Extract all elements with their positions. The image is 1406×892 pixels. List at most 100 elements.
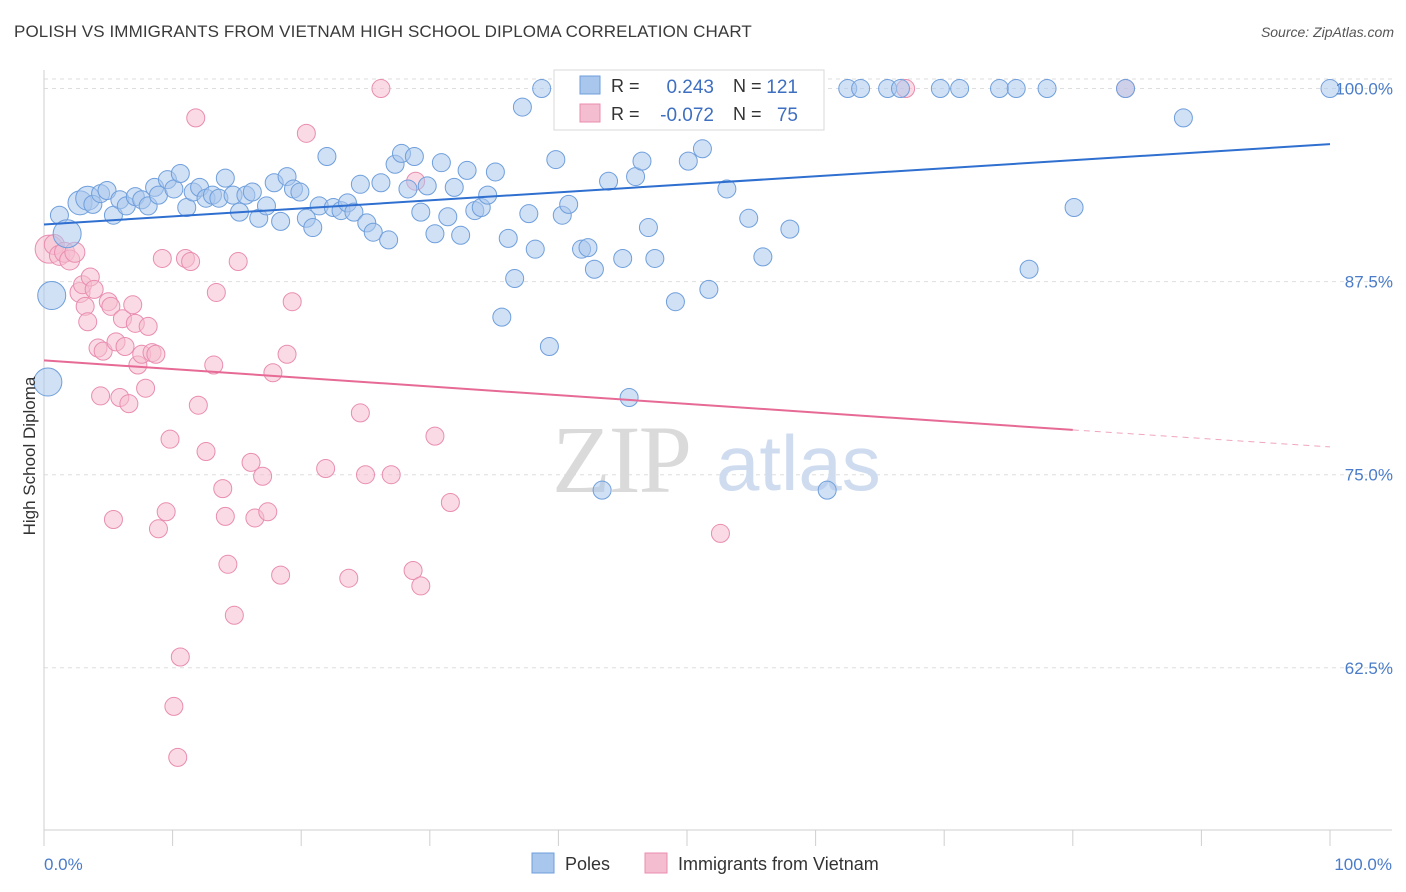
point-poles [613, 248, 633, 268]
legend-swatch-poles [579, 75, 601, 95]
point-poles [1320, 79, 1340, 99]
series-poles [33, 79, 1340, 500]
chart-title: POLISH VS IMMIGRANTS FROM VIETNAM HIGH S… [14, 22, 752, 41]
trend-line-vietnam-extension [1072, 429, 1331, 448]
watermark-zip: ZIP [552, 406, 690, 513]
point-poles [457, 160, 477, 180]
point-poles [780, 219, 800, 239]
point-poles [478, 185, 498, 205]
point-vietnam [186, 108, 206, 128]
point-vietnam [271, 565, 291, 585]
point-poles [525, 239, 545, 259]
point-poles [1019, 259, 1039, 279]
point-poles [559, 194, 579, 214]
point-vietnam [425, 426, 445, 446]
point-poles [215, 168, 235, 188]
x-tick-label-min: 0.0% [44, 855, 83, 874]
point-poles [532, 79, 552, 99]
point-poles [411, 202, 431, 222]
point-poles [404, 147, 424, 167]
point-poles [665, 292, 685, 312]
bottom-legend-label-vietnam: Immigrants from Vietnam [678, 854, 879, 874]
legend-r-value-vietnam: -0.072 [660, 105, 714, 126]
point-poles [344, 202, 364, 222]
point-poles [632, 151, 652, 171]
point-poles [930, 79, 950, 99]
point-vietnam [75, 296, 95, 316]
point-vietnam [164, 696, 184, 716]
point-vietnam [356, 465, 375, 485]
legend-n-label-poles: N = [733, 76, 762, 96]
point-vietnam [170, 647, 190, 667]
point-poles [438, 207, 458, 227]
point-poles [1173, 108, 1193, 128]
point-poles [492, 307, 512, 327]
point-vietnam [168, 747, 188, 767]
point-vietnam [263, 363, 283, 383]
y-tick-label: 100.0% [1335, 80, 1393, 99]
point-vietnam [93, 341, 113, 361]
point-vietnam [188, 395, 208, 415]
point-poles [451, 225, 471, 245]
point-poles [638, 218, 658, 238]
legend-r-label-vietnam: R = [611, 104, 640, 124]
bottom-legend-swatch-poles [531, 852, 555, 874]
point-poles [519, 204, 539, 224]
point-vietnam [218, 554, 238, 574]
point-poles [989, 79, 1009, 99]
point-vietnam [204, 355, 224, 375]
trend-line-poles [43, 143, 1331, 226]
point-vietnam [350, 403, 370, 423]
point-poles [290, 182, 310, 202]
point-poles [363, 222, 383, 242]
point-poles [1006, 79, 1026, 99]
point-poles [379, 230, 399, 250]
point-poles [505, 269, 525, 289]
legend-n-label-vietnam: N = [733, 104, 762, 124]
trend-line-vietnam [43, 359, 1073, 431]
point-poles [52, 219, 82, 249]
point-poles [1064, 197, 1084, 217]
legend-n-value-poles: 121 [766, 77, 798, 98]
point-poles [678, 151, 698, 171]
y-tick-labels: 100.0% 87.5% 75.0% 62.5% [1335, 80, 1393, 678]
watermark: ZIP atlas [552, 406, 881, 513]
point-vietnam [710, 523, 730, 543]
series-immigrants-from-vietnam [34, 79, 1136, 767]
legend-box: R = 0.243 N = 121 R = -0.072 N = 75 [553, 69, 825, 131]
point-poles [739, 208, 759, 228]
point-poles [592, 480, 612, 500]
point-vietnam [241, 452, 261, 472]
point-vietnam [440, 493, 460, 513]
bottom-legend-label-poles: Poles [565, 854, 610, 874]
point-vietnam [138, 316, 158, 336]
bottom-legend: Poles Immigrants from Vietnam [531, 852, 879, 874]
chart-source: Source: ZipAtlas.com [1260, 24, 1394, 40]
point-vietnam [282, 292, 302, 312]
point-poles [425, 224, 445, 244]
point-vietnam [316, 459, 336, 479]
point-vietnam [181, 252, 201, 272]
point-poles [271, 211, 291, 231]
point-poles [645, 248, 665, 268]
point-poles [485, 162, 505, 182]
point-poles [170, 163, 190, 183]
point-poles [398, 179, 418, 199]
point-poles [817, 480, 837, 500]
point-vietnam [371, 79, 391, 99]
point-vietnam [123, 295, 143, 315]
legend-n-value-vietnam: 75 [777, 105, 798, 126]
point-poles [890, 79, 910, 99]
point-poles [753, 247, 773, 267]
point-poles [1116, 79, 1136, 99]
bottom-legend-swatch-vietnam [644, 852, 668, 874]
point-vietnam [258, 502, 278, 522]
point-poles [578, 238, 598, 258]
y-tick-label: 75.0% [1345, 466, 1393, 485]
point-vietnam [78, 312, 98, 332]
point-vietnam [103, 510, 123, 530]
point-vietnam [224, 605, 244, 625]
y-tick-label: 62.5% [1345, 659, 1393, 678]
point-vietnam [277, 344, 297, 364]
